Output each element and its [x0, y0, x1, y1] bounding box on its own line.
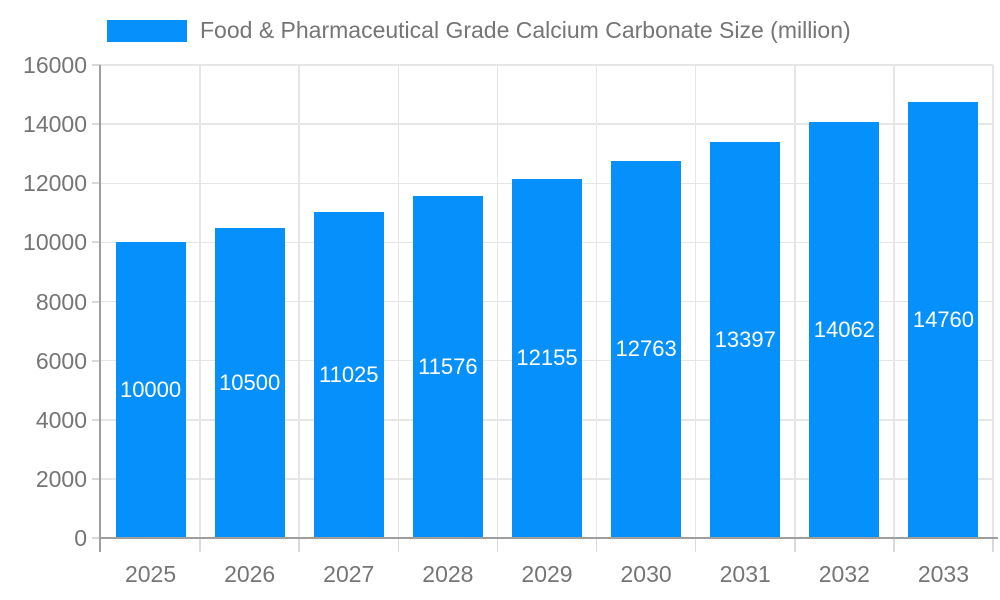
x-axis-label: 2029 [521, 561, 573, 587]
x-tick-mark [893, 538, 895, 552]
legend-item[interactable]: Food & Pharmaceutical Grade Calcium Carb… [107, 17, 851, 44]
y-axis-label: 8000 [35, 288, 87, 315]
x-tick-mark [694, 538, 697, 552]
y-tick-mark [92, 477, 101, 480]
y-axis-label: 10000 [23, 229, 87, 256]
bar-value-label: 10500 [219, 369, 281, 395]
x-axis-label: 2027 [323, 561, 375, 587]
v-gridline [694, 65, 697, 538]
x-axis-label: 2025 [124, 561, 177, 587]
x-axis-label: 2033 [917, 561, 970, 587]
x-axis-label: 2026 [224, 561, 276, 587]
v-gridline [992, 65, 994, 538]
x-tick-mark [595, 538, 598, 552]
v-gridline [794, 65, 796, 538]
bar[interactable]: 14062 [809, 122, 880, 538]
y-axis-label: 2000 [35, 465, 87, 492]
x-axis-label: 2028 [422, 561, 474, 587]
bar[interactable]: 11576 [412, 195, 483, 538]
v-gridline [893, 65, 895, 538]
chart-title: Food & Pharmaceutical Grade Calcium Carb… [200, 17, 851, 43]
y-axis-label: 0 [74, 525, 87, 551]
y-axis-label: 12000 [23, 170, 87, 197]
bar-value-label: 12763 [615, 336, 677, 362]
y-tick-mark [92, 123, 101, 126]
x-tick-mark [794, 538, 796, 552]
bar[interactable]: 11025 [313, 212, 384, 538]
bar[interactable]: 12155 [512, 178, 582, 538]
x-axis-label: 2031 [719, 561, 771, 587]
bar-value-label: 13397 [714, 326, 776, 352]
x-tick-mark [992, 538, 994, 552]
x-tick-mark [496, 538, 499, 552]
y-tick-mark [92, 300, 101, 303]
y-tick-mark [92, 418, 101, 421]
x-axis-label: 2032 [818, 561, 870, 587]
h-gridline [101, 123, 993, 125]
bar[interactable]: 10000 [115, 242, 186, 538]
bar-value-label: 14062 [813, 317, 875, 343]
v-gridline [595, 65, 598, 538]
bar[interactable]: 12763 [611, 160, 682, 538]
x-tick-mark [397, 538, 400, 552]
x-tick-mark [199, 538, 201, 552]
bar[interactable]: 14760 [908, 101, 979, 538]
legend-swatch [107, 19, 187, 42]
bar-value-label: 12155 [516, 345, 578, 371]
y-tick-mark [92, 64, 101, 66]
bar-value-label: 10000 [119, 377, 182, 403]
y-axis-label: 4000 [35, 406, 87, 433]
v-gridline [199, 65, 201, 538]
y-tick-mark [92, 241, 101, 244]
x-axis-line [99, 537, 998, 539]
v-gridline [298, 65, 300, 538]
y-axis-label: 16000 [23, 52, 87, 78]
v-gridline [397, 65, 400, 538]
y-axis-line [99, 65, 101, 552]
y-axis-label: 14000 [23, 111, 87, 138]
h-gridline [101, 64, 993, 66]
y-tick-mark [92, 537, 101, 539]
bar[interactable]: 13397 [710, 141, 781, 538]
bar-value-label: 14760 [912, 306, 975, 332]
bar[interactable]: 10500 [214, 227, 285, 538]
y-tick-mark [92, 182, 101, 185]
bar-value-label: 11025 [318, 362, 379, 388]
x-axis-label: 2030 [620, 561, 672, 587]
x-tick-mark [298, 538, 300, 552]
y-tick-mark [92, 359, 101, 362]
v-gridline [496, 65, 499, 538]
bar-value-label: 11576 [418, 353, 478, 379]
y-axis-label: 6000 [35, 347, 87, 374]
